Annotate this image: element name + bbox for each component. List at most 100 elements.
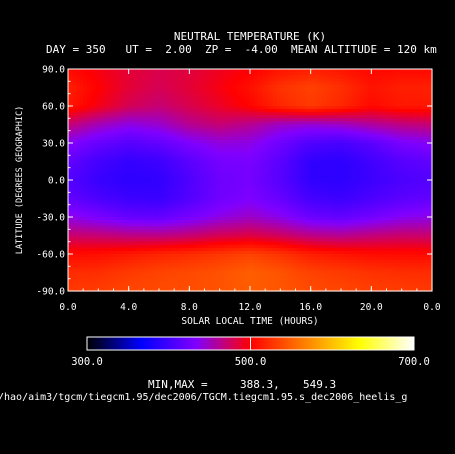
heatmap-cell xyxy=(215,201,221,206)
heatmap-cell xyxy=(382,143,388,147)
heatmap-cell xyxy=(382,186,388,190)
heatmap-cell xyxy=(75,158,80,163)
heatmap-cell xyxy=(401,78,407,82)
heatmap-cell xyxy=(394,170,399,175)
heatmap-cell xyxy=(212,118,217,123)
heatmap-cell xyxy=(405,106,410,110)
heatmap-cell xyxy=(212,152,217,156)
heatmap-cell xyxy=(348,75,353,79)
heatmap-cell xyxy=(94,96,99,101)
heatmap-cell xyxy=(136,109,141,113)
heatmap-cell xyxy=(390,106,395,110)
heatmap-cell xyxy=(424,143,429,147)
heatmap-cell xyxy=(250,198,255,203)
heatmap-cell xyxy=(193,102,198,107)
heatmap-cell xyxy=(250,223,255,227)
heatmap-cell xyxy=(136,176,141,181)
heatmap-cell xyxy=(276,143,281,147)
heatmap-cell xyxy=(223,133,228,138)
heatmap-cell xyxy=(181,195,187,200)
heatmap-cell xyxy=(215,204,221,209)
heatmap-cell xyxy=(212,87,217,92)
heatmap-cell xyxy=(68,124,73,129)
heatmap-cell xyxy=(79,180,84,184)
heatmap-cell xyxy=(268,180,274,184)
heatmap-cell xyxy=(322,149,327,153)
heatmap-cell xyxy=(215,72,221,76)
heatmap-cell xyxy=(329,207,335,212)
heatmap-cell xyxy=(284,118,289,123)
heatmap-cell xyxy=(306,139,312,144)
heatmap-cell xyxy=(83,96,88,101)
heatmap-cell xyxy=(83,223,88,227)
heatmap-cell xyxy=(390,109,395,113)
heatmap-cell xyxy=(185,149,190,153)
heatmap-cell xyxy=(416,99,422,104)
heatmap-cell xyxy=(147,99,153,104)
heatmap-cell xyxy=(428,87,433,92)
heatmap-cell xyxy=(124,167,130,172)
heatmap-cell xyxy=(196,186,202,190)
heatmap-cell xyxy=(242,75,247,79)
heatmap-cell xyxy=(409,213,414,218)
heatmap-cell xyxy=(310,158,316,163)
heatmap-cell xyxy=(162,164,168,169)
heatmap-cell xyxy=(234,112,240,116)
heatmap-cell xyxy=(413,186,418,190)
heatmap-cell xyxy=(147,195,153,200)
heatmap-cell xyxy=(378,158,384,163)
heatmap-cell xyxy=(151,102,156,107)
heatmap-cell xyxy=(424,189,429,193)
heatmap-cell xyxy=(250,124,255,129)
heatmap-cell xyxy=(143,112,149,116)
heatmap-cell xyxy=(352,183,357,187)
heatmap-cell xyxy=(428,183,433,187)
heatmap-cell xyxy=(394,161,399,166)
heatmap-cell xyxy=(121,93,126,98)
heatmap-cell xyxy=(132,112,137,116)
heatmap-cell xyxy=(132,124,137,129)
heatmap-cell xyxy=(155,102,160,107)
heatmap-cell xyxy=(337,170,342,175)
heatmap-cell xyxy=(223,213,228,218)
heatmap-cell xyxy=(105,226,111,230)
heatmap-cell xyxy=(170,195,175,200)
heatmap-cell xyxy=(253,192,259,197)
heatmap-cell xyxy=(234,223,240,227)
heatmap-cell xyxy=(71,93,77,98)
heatmap-cell xyxy=(117,109,122,113)
heatmap-cell xyxy=(375,183,380,187)
heatmap-cell xyxy=(348,127,353,132)
heatmap-cell xyxy=(223,106,228,110)
heatmap-cell xyxy=(219,155,225,160)
heatmap-cell xyxy=(117,204,122,209)
heatmap-cell xyxy=(299,106,304,110)
heatmap-cell xyxy=(121,164,126,169)
heatmap-cell xyxy=(140,213,145,218)
heatmap-cell xyxy=(98,201,103,206)
heatmap-cell xyxy=(242,198,247,203)
heatmap-cell xyxy=(223,173,228,178)
heatmap-cell xyxy=(348,139,353,144)
heatmap-cell xyxy=(109,176,115,181)
heatmap-cell xyxy=(143,210,149,215)
heatmap-cell xyxy=(246,118,251,123)
heatmap-cell xyxy=(359,99,365,104)
heatmap-cell xyxy=(329,192,335,197)
heatmap-cell xyxy=(109,139,115,144)
heatmap-cell xyxy=(378,72,384,76)
heatmap-cell xyxy=(306,189,312,193)
heatmap-cell xyxy=(90,78,96,82)
heatmap-cell xyxy=(272,109,278,113)
heatmap-cell xyxy=(299,69,304,73)
heatmap-cell xyxy=(299,223,304,227)
heatmap-cell xyxy=(405,69,410,73)
heatmap-cell xyxy=(238,180,244,184)
heatmap-cell xyxy=(295,75,300,79)
heatmap-cell xyxy=(105,161,111,166)
heatmap-cell xyxy=(212,75,217,79)
heatmap-cell xyxy=(162,109,168,113)
heatmap-cell xyxy=(193,133,198,138)
heatmap-cell xyxy=(231,198,236,203)
heatmap-cell xyxy=(344,155,350,160)
